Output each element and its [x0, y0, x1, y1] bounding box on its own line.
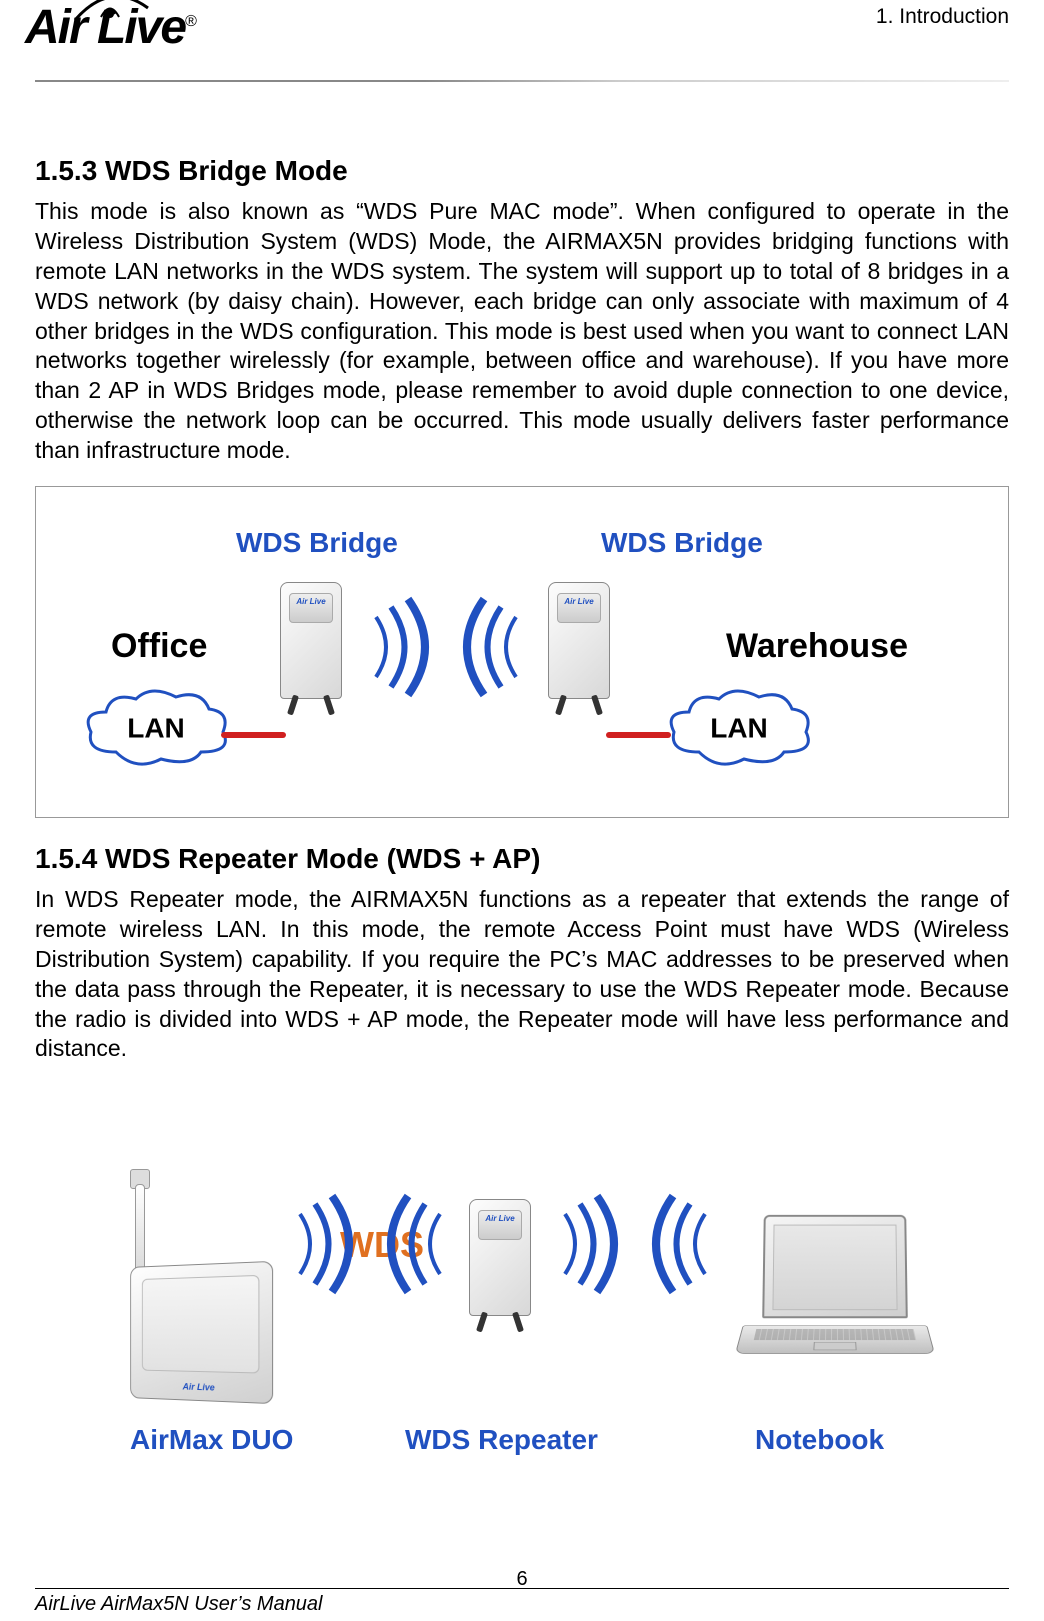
radio-waves-icon	[356, 597, 536, 702]
lan-cloud-left: LAN	[81, 687, 231, 772]
section-heading-1: 1.5.3 WDS Bridge Mode	[35, 155, 1009, 187]
section-body-1: This mode is also known as “WDS Pure MAC…	[35, 197, 1009, 466]
footer-manual-title: AirLive AirMax5N User’s Manual	[35, 1593, 323, 1616]
wds-bridge-label-left: WDS Bridge	[236, 527, 398, 559]
device-badge: Air Live	[296, 597, 325, 606]
brand-logo: Air Live®	[25, 0, 197, 55]
section-heading-2: 1.5.4 WDS Repeater Mode (WDS + AP)	[35, 843, 1009, 875]
radio-waves-right-icon	[545, 1194, 725, 1299]
lan-text-right: LAN	[710, 712, 768, 744]
registered-icon: ®	[185, 13, 197, 30]
device-badge: Air Live	[183, 1382, 215, 1393]
device-badge: Air Live	[485, 1214, 514, 1223]
caption-wds-repeater: WDS Repeater	[405, 1424, 598, 1456]
page-header: 1. Introduction Air Live®	[35, 0, 1009, 115]
lan-text-left: LAN	[127, 712, 185, 744]
figure-wds-repeater: WDS Air Live Air Live	[35, 1104, 1009, 1494]
chapter-title: 1. Introduction	[876, 5, 1009, 29]
radio-waves-left-icon	[280, 1194, 460, 1299]
notebook-device	[735, 1214, 935, 1374]
content-area: 1.5.3 WDS Bridge Mode This mode is also …	[35, 115, 1009, 1494]
cpe-repeater-device: Air Live	[465, 1199, 535, 1349]
lan-cloud-right: LAN	[664, 687, 814, 772]
caption-notebook: Notebook	[755, 1424, 884, 1456]
warehouse-label: Warehouse	[726, 627, 908, 666]
ethernet-line-right	[606, 732, 671, 738]
cpe-device-left: Air Live	[276, 582, 346, 732]
ethernet-line-left	[221, 732, 286, 738]
page-number: 6	[516, 1568, 527, 1591]
office-label: Office	[111, 627, 207, 666]
figure-wds-bridge: WDS Bridge WDS Bridge Office Warehouse L…	[35, 486, 1009, 818]
cpe-device-right: Air Live	[544, 582, 614, 732]
wds-bridge-label-right: WDS Bridge	[601, 527, 763, 559]
caption-airmax-duo: AirMax DUO	[130, 1424, 293, 1456]
brand-text: Air Live	[25, 1, 185, 54]
page: 1. Introduction Air Live® 1.5.3 WDS Brid…	[0, 0, 1044, 1621]
airmax-duo-device: Air Live	[105, 1194, 285, 1404]
device-badge: Air Live	[564, 597, 593, 606]
section-body-2: In WDS Repeater mode, the AIRMAX5N funct…	[35, 885, 1009, 1064]
header-divider	[35, 80, 1009, 82]
